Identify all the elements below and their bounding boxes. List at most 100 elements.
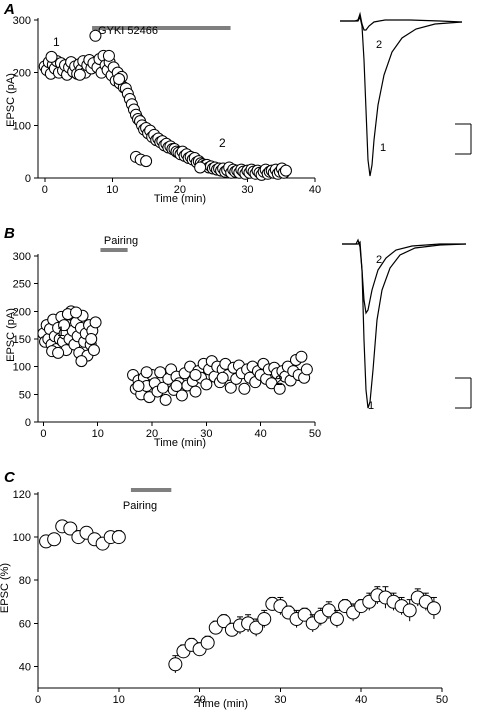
panel-a-trace-label-2: 2 (376, 39, 382, 51)
x-tick-label: 30 (241, 184, 253, 196)
data-point (194, 161, 207, 174)
x-tick-label: 10 (113, 694, 125, 706)
x-tick-label: 40 (255, 428, 267, 440)
y-tick-label: 100 (13, 532, 31, 544)
panel-b: B EPSC (pA) Time (min) 0 10 20 30 40 50 0 50 100… (4, 225, 472, 449)
data-point (87, 344, 100, 357)
data-point (63, 521, 78, 536)
data-point (143, 391, 156, 404)
y-tick-label: 300 (13, 251, 31, 263)
x-tick-label: 20 (193, 694, 205, 706)
y-tick-label: 80 (19, 575, 31, 587)
panel-b-trace-label-1: 1 (368, 400, 374, 412)
application-bar (92, 26, 231, 30)
data-point (154, 366, 167, 379)
data-point (113, 72, 126, 85)
panel-a-label-1: 1 (53, 35, 60, 49)
data-point (102, 49, 115, 62)
data-point (170, 380, 183, 393)
data-point (189, 385, 202, 398)
data-point (200, 635, 215, 650)
data-point (111, 530, 126, 545)
data-point (132, 380, 145, 393)
panel-a-trace-2 (340, 11, 463, 31)
panel-a-drug-label: GYKI 52466 (98, 25, 158, 37)
panel-b-x-axis-label: Time (min) (154, 437, 206, 449)
data-point (140, 366, 153, 379)
x-tick-label: 30 (200, 428, 212, 440)
data-point (238, 382, 251, 395)
panel-b-data-points (37, 305, 313, 406)
data-point (329, 612, 344, 627)
panel-a-trace-label-1: 1 (380, 142, 386, 154)
x-tick-label: 40 (355, 694, 367, 706)
x-tick-label: 50 (436, 694, 448, 706)
panel-c-letter: C (4, 469, 16, 486)
panel-b-trace-label-2: 2 (376, 254, 382, 266)
data-point (159, 393, 172, 406)
panel-a-trace-1 (340, 15, 463, 177)
data-point (402, 603, 417, 618)
panel-a-epsc-traces: 2 1 (340, 11, 472, 177)
y-tick-label: 0 (25, 417, 31, 429)
panel-b-scale-bar (455, 377, 472, 409)
data-point (265, 377, 278, 390)
panel-a-label-2: 2 (219, 136, 226, 150)
y-tick-label: 250 (13, 279, 31, 291)
panel-b-axes: 0 10 20 30 40 50 0 50 100 150 200 250 300 (13, 251, 321, 440)
data-point (224, 381, 237, 394)
panel-c: C EPSC (%) Time (min) 0 10 20 30 40 50 40 60 80 1… (0, 469, 448, 710)
panel-a: A EPSC (pA) Time (min) 0 10 20 30 40 0 100 200 3… (3, 1, 472, 205)
x-tick-label: 10 (92, 428, 104, 440)
data-point (45, 50, 58, 63)
data-point (52, 346, 65, 359)
panel-b-pairing-bar (100, 248, 128, 252)
data-point (216, 614, 231, 629)
panel-b-trace-2 (342, 238, 466, 315)
panel-c-pairing-label: Pairing (123, 500, 157, 512)
y-tick-label: 60 (19, 618, 31, 630)
x-tick-label: 0 (35, 694, 41, 706)
data-point (189, 368, 202, 381)
data-point (249, 620, 264, 635)
data-point (300, 363, 313, 376)
data-point (216, 371, 229, 384)
y-tick-label: 100 (13, 120, 31, 132)
x-tick-label: 0 (40, 428, 46, 440)
panel-a-x-axis-label: Time (min) (154, 193, 206, 205)
data-point (295, 350, 308, 363)
x-tick-label: 20 (174, 184, 186, 196)
data-point (273, 382, 286, 395)
application-bar (130, 488, 172, 492)
application-bar (100, 248, 128, 252)
panel-b-label-2: 2 (275, 372, 283, 388)
panel-a-drug-bar (92, 26, 231, 30)
data-point (70, 306, 83, 319)
data-point (89, 316, 102, 329)
data-point (257, 612, 272, 627)
y-tick-label: 150 (13, 334, 31, 346)
data-point (168, 657, 183, 672)
y-tick-label: 200 (13, 68, 31, 80)
data-point (175, 389, 188, 402)
data-point (426, 601, 441, 616)
panel-c-data-points (39, 519, 441, 673)
x-tick-label: 20 (146, 428, 158, 440)
x-tick-label: 30 (274, 694, 286, 706)
y-tick-label: 40 (19, 661, 31, 673)
data-point (47, 532, 62, 547)
panel-a-data-points (38, 29, 292, 181)
panel-c-axes: 0 10 20 30 40 50 40 60 80 100 120 (13, 489, 448, 706)
y-tick-label: 200 (13, 306, 31, 318)
panel-b-pairing-label: Pairing (104, 235, 138, 247)
y-tick-label: 0 (25, 173, 31, 185)
data-point (200, 378, 213, 391)
panel-b-y-axis-label: EPSC (pA) (5, 308, 17, 362)
data-point (85, 333, 98, 345)
y-tick-label: 50 (19, 389, 31, 401)
y-tick-label: 120 (13, 489, 31, 501)
x-tick-label: 0 (42, 184, 48, 196)
panel-a-letter: A (3, 1, 15, 18)
x-tick-label: 10 (106, 184, 118, 196)
data-point (89, 29, 102, 42)
